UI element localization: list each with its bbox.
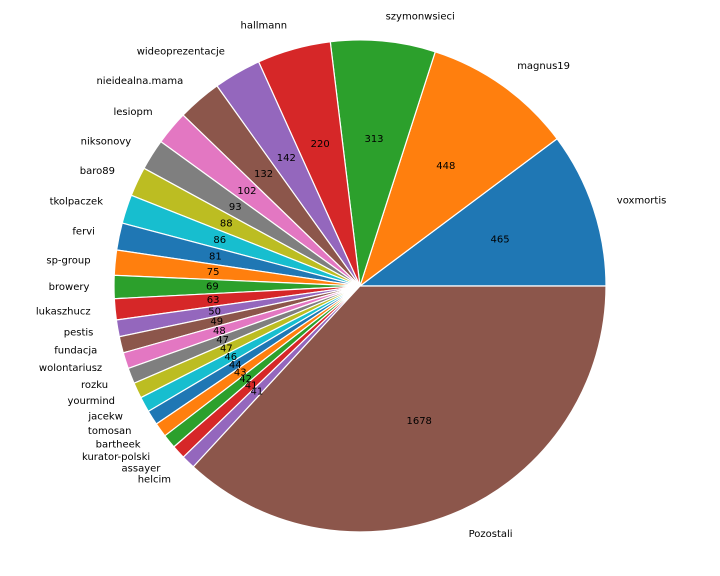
value-label-magnus19: 448 bbox=[436, 161, 455, 172]
value-label-pestis: 50 bbox=[208, 306, 221, 317]
slice-label-lesiopm: lesiopm bbox=[113, 107, 152, 118]
pie-slice-magnus19 bbox=[359, 51, 558, 287]
slice-label-kurator-polski: kurator-polski bbox=[82, 452, 150, 463]
slice-label-niksonovy: niksonovy bbox=[81, 137, 132, 148]
value-label-niksonovy: 93 bbox=[229, 202, 242, 213]
value-label-helcim: 41 bbox=[251, 387, 264, 398]
slice-label-hallmann: hallmann bbox=[241, 20, 288, 31]
value-label-lukaszhucz: 63 bbox=[207, 295, 220, 306]
pie-slice-szymonwsieci bbox=[329, 39, 436, 287]
pie-slice-voxmortis bbox=[359, 138, 607, 287]
value-label-fundacja: 49 bbox=[210, 316, 223, 327]
slice-label-assayer: assayer bbox=[122, 464, 162, 475]
slice-label-fundacja: fundacja bbox=[54, 346, 97, 357]
value-label-jacekw: 46 bbox=[224, 352, 237, 363]
slice-label-pozostali: Pozostali bbox=[469, 529, 513, 540]
value-label-yourmind: 47 bbox=[220, 344, 233, 355]
slice-label-bartheek: bartheek bbox=[96, 439, 141, 450]
slice-label-baro89: baro89 bbox=[80, 166, 115, 177]
slice-label-lukaszhucz: lukaszhucz bbox=[36, 307, 91, 318]
slice-label-tkolpaczek: tkolpaczek bbox=[50, 196, 104, 207]
pie-slice-pozostali bbox=[192, 285, 607, 533]
value-label-lesiopm: 102 bbox=[237, 186, 256, 197]
slice-label-jacekw: jacekw bbox=[87, 411, 123, 422]
slice-label-voxmortis: voxmortis bbox=[617, 196, 667, 207]
value-label-baro89: 88 bbox=[220, 218, 233, 229]
value-label-sp-group: 75 bbox=[207, 267, 220, 278]
slice-label-wolontariusz: wolontariusz bbox=[39, 363, 102, 374]
value-label-bartheek: 43 bbox=[234, 367, 247, 378]
slice-label-wideoprezentacje: wideoprezentacje bbox=[137, 47, 225, 58]
value-label-browery: 69 bbox=[206, 282, 219, 293]
slice-label-helcim: helcim bbox=[138, 475, 171, 486]
value-label-nieidealna-mama: 132 bbox=[254, 169, 273, 180]
slice-label-yourmind: yourmind bbox=[67, 396, 115, 407]
value-label-wolontariusz: 48 bbox=[213, 326, 226, 337]
value-label-szymonwsieci: 313 bbox=[364, 134, 383, 145]
value-label-voxmortis: 465 bbox=[491, 235, 510, 246]
value-label-tomosan: 44 bbox=[229, 360, 242, 371]
slice-label-sp-group: sp-group bbox=[46, 255, 90, 266]
pie-slices bbox=[113, 39, 607, 533]
value-label-rozku: 47 bbox=[216, 335, 229, 346]
pie-labels: voxmortis 465 magnus19 448 szymonwsieci 313 ha… bbox=[36, 12, 666, 540]
value-label-wideoprezentacje: 142 bbox=[277, 153, 296, 164]
slice-label-pestis: pestis bbox=[64, 328, 94, 339]
slice-label-browery: browery bbox=[49, 282, 90, 293]
slice-label-szymonwsieci: szymonwsieci bbox=[386, 12, 455, 23]
slice-label-tomosan: tomosan bbox=[88, 426, 132, 437]
value-label-tkolpaczek: 86 bbox=[213, 235, 226, 246]
value-label-kurator-polski: 42 bbox=[239, 374, 252, 385]
value-label-assayer: 41 bbox=[245, 381, 258, 392]
value-label-fervi: 81 bbox=[209, 251, 222, 262]
slice-label-rozku: rozku bbox=[81, 380, 108, 391]
slice-label-nieidealna-mama: nieidealna.mama bbox=[96, 76, 183, 87]
value-label-hallmann: 220 bbox=[311, 139, 330, 150]
slice-label-magnus19: magnus19 bbox=[517, 61, 570, 72]
value-label-pozostali: 1678 bbox=[406, 416, 431, 427]
slice-label-fervi: fervi bbox=[72, 227, 94, 238]
